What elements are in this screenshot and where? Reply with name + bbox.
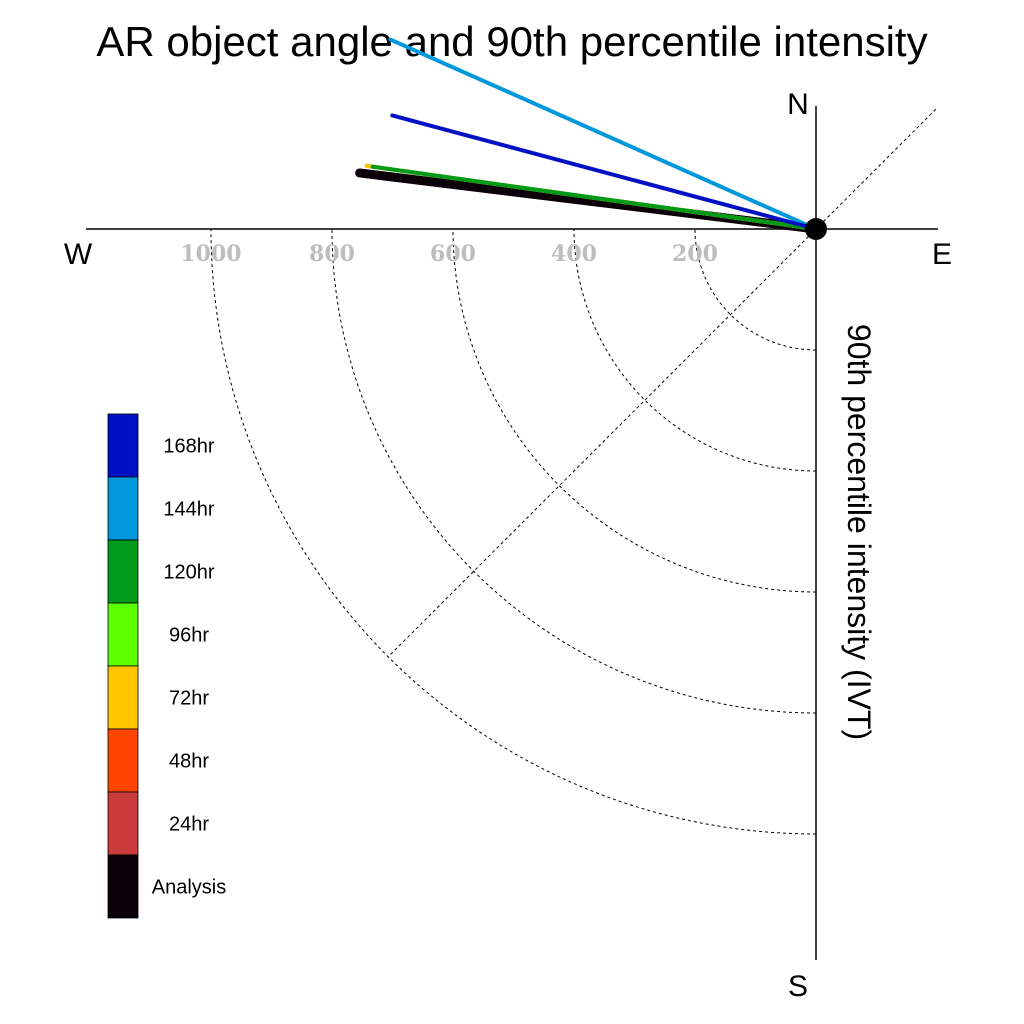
legend-swatch-48hr (107, 728, 139, 793)
ring-labels: 200 400 600 800 1000 (180, 241, 718, 267)
ring-label-200: 200 (672, 241, 718, 267)
vector-120hr (370, 164, 818, 231)
ring-label-600: 600 (430, 241, 476, 267)
south-label: S (788, 970, 808, 1003)
origin-dot (805, 218, 827, 240)
legend-label-24hr: 24hr (169, 814, 209, 836)
legend: 168hr 144hr 120hr 96hr 72hr 48hr 24hr Analysis (107, 413, 226, 919)
legend-swatch-analysis (107, 854, 139, 919)
legend-label-analysis: Analysis (152, 877, 226, 899)
legend-label-120hr: 120hr (163, 562, 214, 584)
legend-swatch-144hr (107, 476, 139, 541)
chart-title: AR object angle and 90th percentile inte… (96, 18, 927, 65)
vector-series (355, 37, 821, 234)
legend-swatch-168hr (107, 413, 139, 478)
legend-swatch-72hr (107, 665, 139, 730)
vector-144hr (388, 37, 818, 231)
ring-800 (331, 228, 817, 714)
ring-label-400: 400 (551, 241, 597, 267)
legend-swatch-120hr (107, 539, 139, 604)
west-label: W (64, 238, 93, 271)
vector-168hr (390, 113, 818, 231)
ring-200 (694, 228, 817, 351)
legend-swatch-96hr (107, 602, 139, 667)
legend-label-48hr: 48hr (169, 751, 209, 773)
east-label: E (932, 238, 952, 271)
ring-600 (452, 228, 817, 593)
radial-axis-label: 90th percentile intensity (IVT) (841, 324, 877, 740)
legend-label-96hr: 96hr (169, 625, 209, 647)
legend-label-168hr: 168hr (163, 436, 214, 458)
ring-label-800: 800 (309, 241, 355, 267)
legend-label-144hr: 144hr (163, 499, 214, 521)
ring-400 (573, 228, 817, 472)
legend-label-72hr: 72hr (169, 688, 209, 710)
north-label: N (787, 88, 809, 121)
legend-swatch-24hr (107, 791, 139, 856)
ring-label-1000: 1000 (180, 241, 241, 267)
